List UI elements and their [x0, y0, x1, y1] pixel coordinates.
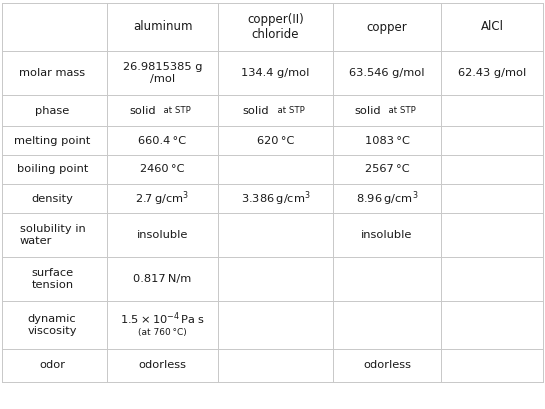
- Text: copper(II)
chloride: copper(II) chloride: [247, 13, 304, 41]
- Text: surface
tension: surface tension: [32, 268, 74, 290]
- Text: odorless: odorless: [138, 360, 186, 371]
- Text: (at 760 °C): (at 760 °C): [138, 328, 187, 337]
- Text: dynamic
viscosity: dynamic viscosity: [28, 314, 77, 336]
- Text: 2.7 g/cm$^3$: 2.7 g/cm$^3$: [135, 189, 190, 208]
- Text: solid: solid: [243, 106, 269, 115]
- Text: copper: copper: [367, 20, 407, 34]
- Text: at STP: at STP: [383, 106, 416, 115]
- Text: 1083 °C: 1083 °C: [365, 135, 409, 146]
- Text: solid: solid: [130, 106, 156, 115]
- Text: 0.817 N/m: 0.817 N/m: [134, 274, 192, 284]
- Text: solid: solid: [354, 106, 381, 115]
- Text: 8.96 g/cm$^3$: 8.96 g/cm$^3$: [356, 189, 418, 208]
- Text: $1.5\times10^{-4}$ Pa s: $1.5\times10^{-4}$ Pa s: [120, 311, 205, 327]
- Text: phase: phase: [35, 106, 70, 115]
- Text: 134.4 g/mol: 134.4 g/mol: [241, 68, 310, 78]
- Text: density: density: [32, 193, 74, 204]
- Text: boiling point: boiling point: [17, 164, 88, 175]
- Text: 2460 °C: 2460 °C: [140, 164, 185, 175]
- Text: 660.4 °C: 660.4 °C: [138, 135, 186, 146]
- Text: molar mass: molar mass: [20, 68, 86, 78]
- Text: at STP: at STP: [271, 106, 304, 115]
- Text: melting point: melting point: [14, 135, 90, 146]
- Text: 63.546 g/mol: 63.546 g/mol: [349, 68, 425, 78]
- Text: AlCl: AlCl: [481, 20, 504, 34]
- Text: 2567 °C: 2567 °C: [365, 164, 409, 175]
- Text: at STP: at STP: [159, 106, 191, 115]
- Text: 62.43 g/mol: 62.43 g/mol: [458, 68, 526, 78]
- Text: solubility in
water: solubility in water: [20, 224, 86, 246]
- Text: 620 °C: 620 °C: [257, 135, 294, 146]
- Text: insoluble: insoluble: [361, 230, 413, 240]
- Text: aluminum: aluminum: [133, 20, 192, 34]
- Text: 26.9815385 g
/mol: 26.9815385 g /mol: [123, 62, 202, 84]
- Text: odor: odor: [39, 360, 65, 371]
- Text: insoluble: insoluble: [137, 230, 188, 240]
- Text: odorless: odorless: [363, 360, 411, 371]
- Text: 3.386 g/cm$^3$: 3.386 g/cm$^3$: [241, 189, 310, 208]
